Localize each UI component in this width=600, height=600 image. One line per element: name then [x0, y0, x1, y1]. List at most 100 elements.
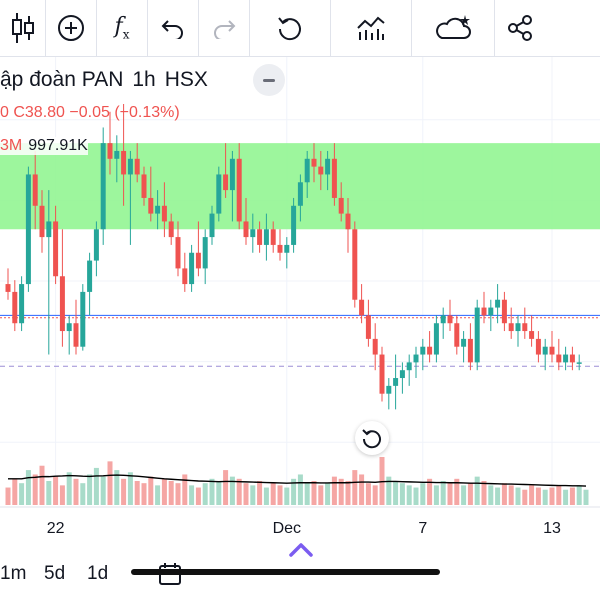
price-chart[interactable]: 22 Dec 7 13 — [0, 57, 600, 540]
volume-ma-line — [8, 474, 587, 487]
volume-bar — [352, 470, 358, 505]
indicators-button[interactable]: fx — [97, 0, 148, 56]
undo-icon — [161, 20, 183, 39]
reset-scale-button[interactable] — [355, 421, 389, 455]
volume-bar — [12, 478, 18, 505]
candle-body — [501, 299, 507, 324]
candle-body — [352, 229, 358, 300]
candle-body — [399, 370, 405, 379]
candle-body — [250, 229, 256, 238]
volume-bar — [325, 483, 331, 505]
indicators-icon: fx — [114, 14, 130, 42]
volume-bar — [535, 487, 541, 505]
candle-body — [549, 346, 555, 355]
range-1m-button[interactable]: 1m — [0, 563, 27, 584]
candle-body — [93, 229, 99, 261]
candle-body — [189, 252, 195, 285]
cloud-save-button[interactable] — [412, 0, 495, 56]
volume-bar — [467, 483, 473, 505]
volume-bar — [155, 485, 161, 505]
expand-up-icon[interactable] — [288, 540, 314, 560]
candle-body — [440, 315, 446, 324]
candle-body — [32, 174, 38, 206]
volume-bar — [556, 485, 562, 505]
candle-body — [488, 307, 494, 316]
candles-style-button[interactable] — [0, 0, 46, 56]
candle-body — [155, 205, 161, 214]
volume-bar — [277, 485, 283, 505]
volume-bar — [223, 470, 229, 505]
candle-body — [576, 362, 582, 364]
volume-bar — [80, 483, 86, 505]
candle-body — [5, 284, 11, 292]
candle-body — [297, 182, 303, 206]
share-button[interactable] — [495, 0, 545, 56]
add-compare-button[interactable] — [46, 0, 97, 56]
volume-bar — [393, 481, 399, 505]
candle-body — [338, 197, 344, 214]
interval-label: 1h — [132, 68, 156, 91]
candle-body — [243, 221, 249, 238]
reset-chart-button[interactable] — [250, 0, 331, 56]
candle-body — [209, 213, 215, 238]
candle-body — [372, 338, 378, 355]
candle-body — [529, 331, 535, 339]
volume-bar — [365, 483, 371, 505]
collapse-legend-button[interactable] — [253, 64, 285, 96]
candle-body — [304, 158, 310, 183]
volume-bar — [127, 472, 133, 505]
volume-bar — [148, 476, 154, 505]
candle-body — [134, 158, 140, 175]
candle-body — [406, 362, 412, 371]
candle-body — [563, 354, 569, 363]
bottom-range-bar: 1m 5d 1d — [0, 545, 600, 600]
volume-bar — [168, 481, 174, 505]
candle-body — [325, 158, 331, 175]
reset-icon — [278, 17, 301, 41]
volume-bar — [284, 487, 290, 505]
volume-bar — [229, 476, 235, 505]
volume-bar — [189, 485, 195, 505]
volume-bar — [481, 481, 487, 505]
candle-body — [168, 221, 174, 238]
volume-bar — [338, 478, 344, 505]
range-1d-button[interactable]: 1d — [87, 563, 109, 584]
volume-bar — [114, 470, 120, 505]
volume-bar — [216, 481, 222, 505]
chart-area[interactable]: 22 Dec 7 13 — [0, 57, 600, 540]
symbol-legend[interactable]: ập đoàn PAN 1h HSX — [0, 68, 217, 92]
volume-legend: 3M 997.91K — [0, 137, 88, 155]
candle-body — [25, 174, 31, 285]
redo-button[interactable] — [199, 0, 250, 56]
x-tick-label: 13 — [543, 520, 561, 537]
candle-body — [270, 229, 276, 245]
share-icon — [508, 15, 532, 41]
volume-bar — [195, 487, 201, 505]
volume-bar — [515, 487, 521, 505]
chart-type-button[interactable] — [331, 0, 412, 56]
x-tick-label: Dec — [273, 520, 301, 537]
volume-bar — [386, 476, 392, 505]
candle-body — [223, 174, 229, 191]
candle-body — [100, 143, 106, 230]
candle-body — [393, 378, 399, 386]
candle-body — [413, 354, 419, 363]
exchange-label: HSX — [164, 68, 208, 91]
volume-bar — [93, 467, 99, 505]
candle-body — [257, 229, 263, 245]
volume-bar — [243, 483, 249, 505]
volume-bar — [100, 476, 106, 505]
volume-bar — [447, 483, 453, 505]
volume-bar — [141, 483, 147, 505]
undo-button[interactable] — [148, 0, 199, 56]
candle-body — [114, 150, 120, 159]
volume-bar — [134, 481, 140, 505]
candle-body — [420, 346, 426, 355]
candle-body — [12, 291, 18, 324]
candle-body — [556, 354, 562, 363]
ohlc-values: 0 C38.80 −0.05 (−0.13%) — [0, 104, 180, 121]
volume-bar — [522, 489, 528, 505]
volume-bar — [291, 478, 297, 505]
range-5d-button[interactable]: 5d — [44, 563, 66, 584]
candle-body — [379, 354, 385, 394]
